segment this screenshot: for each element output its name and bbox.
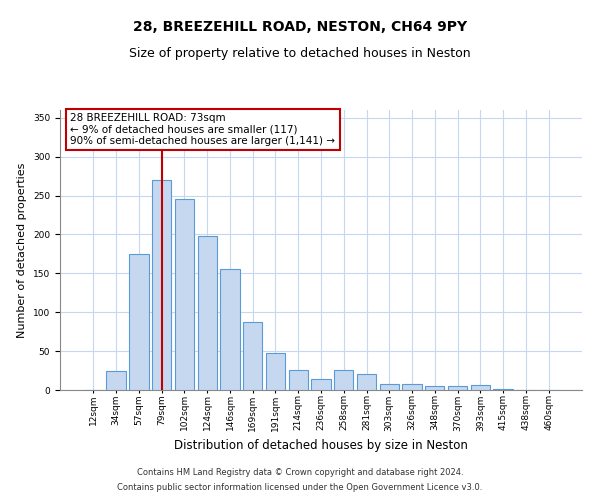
- Bar: [197, 236, 217, 390]
- Bar: [152, 180, 172, 390]
- Bar: [175, 200, 194, 390]
- Bar: [334, 370, 353, 390]
- Text: Contains HM Land Registry data © Crown copyright and database right 2024.: Contains HM Land Registry data © Crown c…: [137, 468, 463, 477]
- Bar: [220, 270, 239, 390]
- Bar: [129, 254, 149, 390]
- Bar: [243, 322, 262, 390]
- Bar: [425, 386, 445, 390]
- Text: 28, BREEZEHILL ROAD, NESTON, CH64 9PY: 28, BREEZEHILL ROAD, NESTON, CH64 9PY: [133, 20, 467, 34]
- Bar: [289, 370, 308, 390]
- Text: 28 BREEZEHILL ROAD: 73sqm
← 9% of detached houses are smaller (117)
90% of semi-: 28 BREEZEHILL ROAD: 73sqm ← 9% of detach…: [70, 113, 335, 146]
- Text: Contains public sector information licensed under the Open Government Licence v3: Contains public sector information licen…: [118, 483, 482, 492]
- Bar: [357, 374, 376, 390]
- Bar: [311, 379, 331, 390]
- Text: Size of property relative to detached houses in Neston: Size of property relative to detached ho…: [129, 48, 471, 60]
- Bar: [106, 370, 126, 390]
- Bar: [266, 354, 285, 390]
- Bar: [380, 384, 399, 390]
- Bar: [448, 386, 467, 390]
- X-axis label: Distribution of detached houses by size in Neston: Distribution of detached houses by size …: [174, 439, 468, 452]
- Bar: [403, 384, 422, 390]
- Y-axis label: Number of detached properties: Number of detached properties: [17, 162, 28, 338]
- Bar: [470, 384, 490, 390]
- Bar: [493, 389, 513, 390]
